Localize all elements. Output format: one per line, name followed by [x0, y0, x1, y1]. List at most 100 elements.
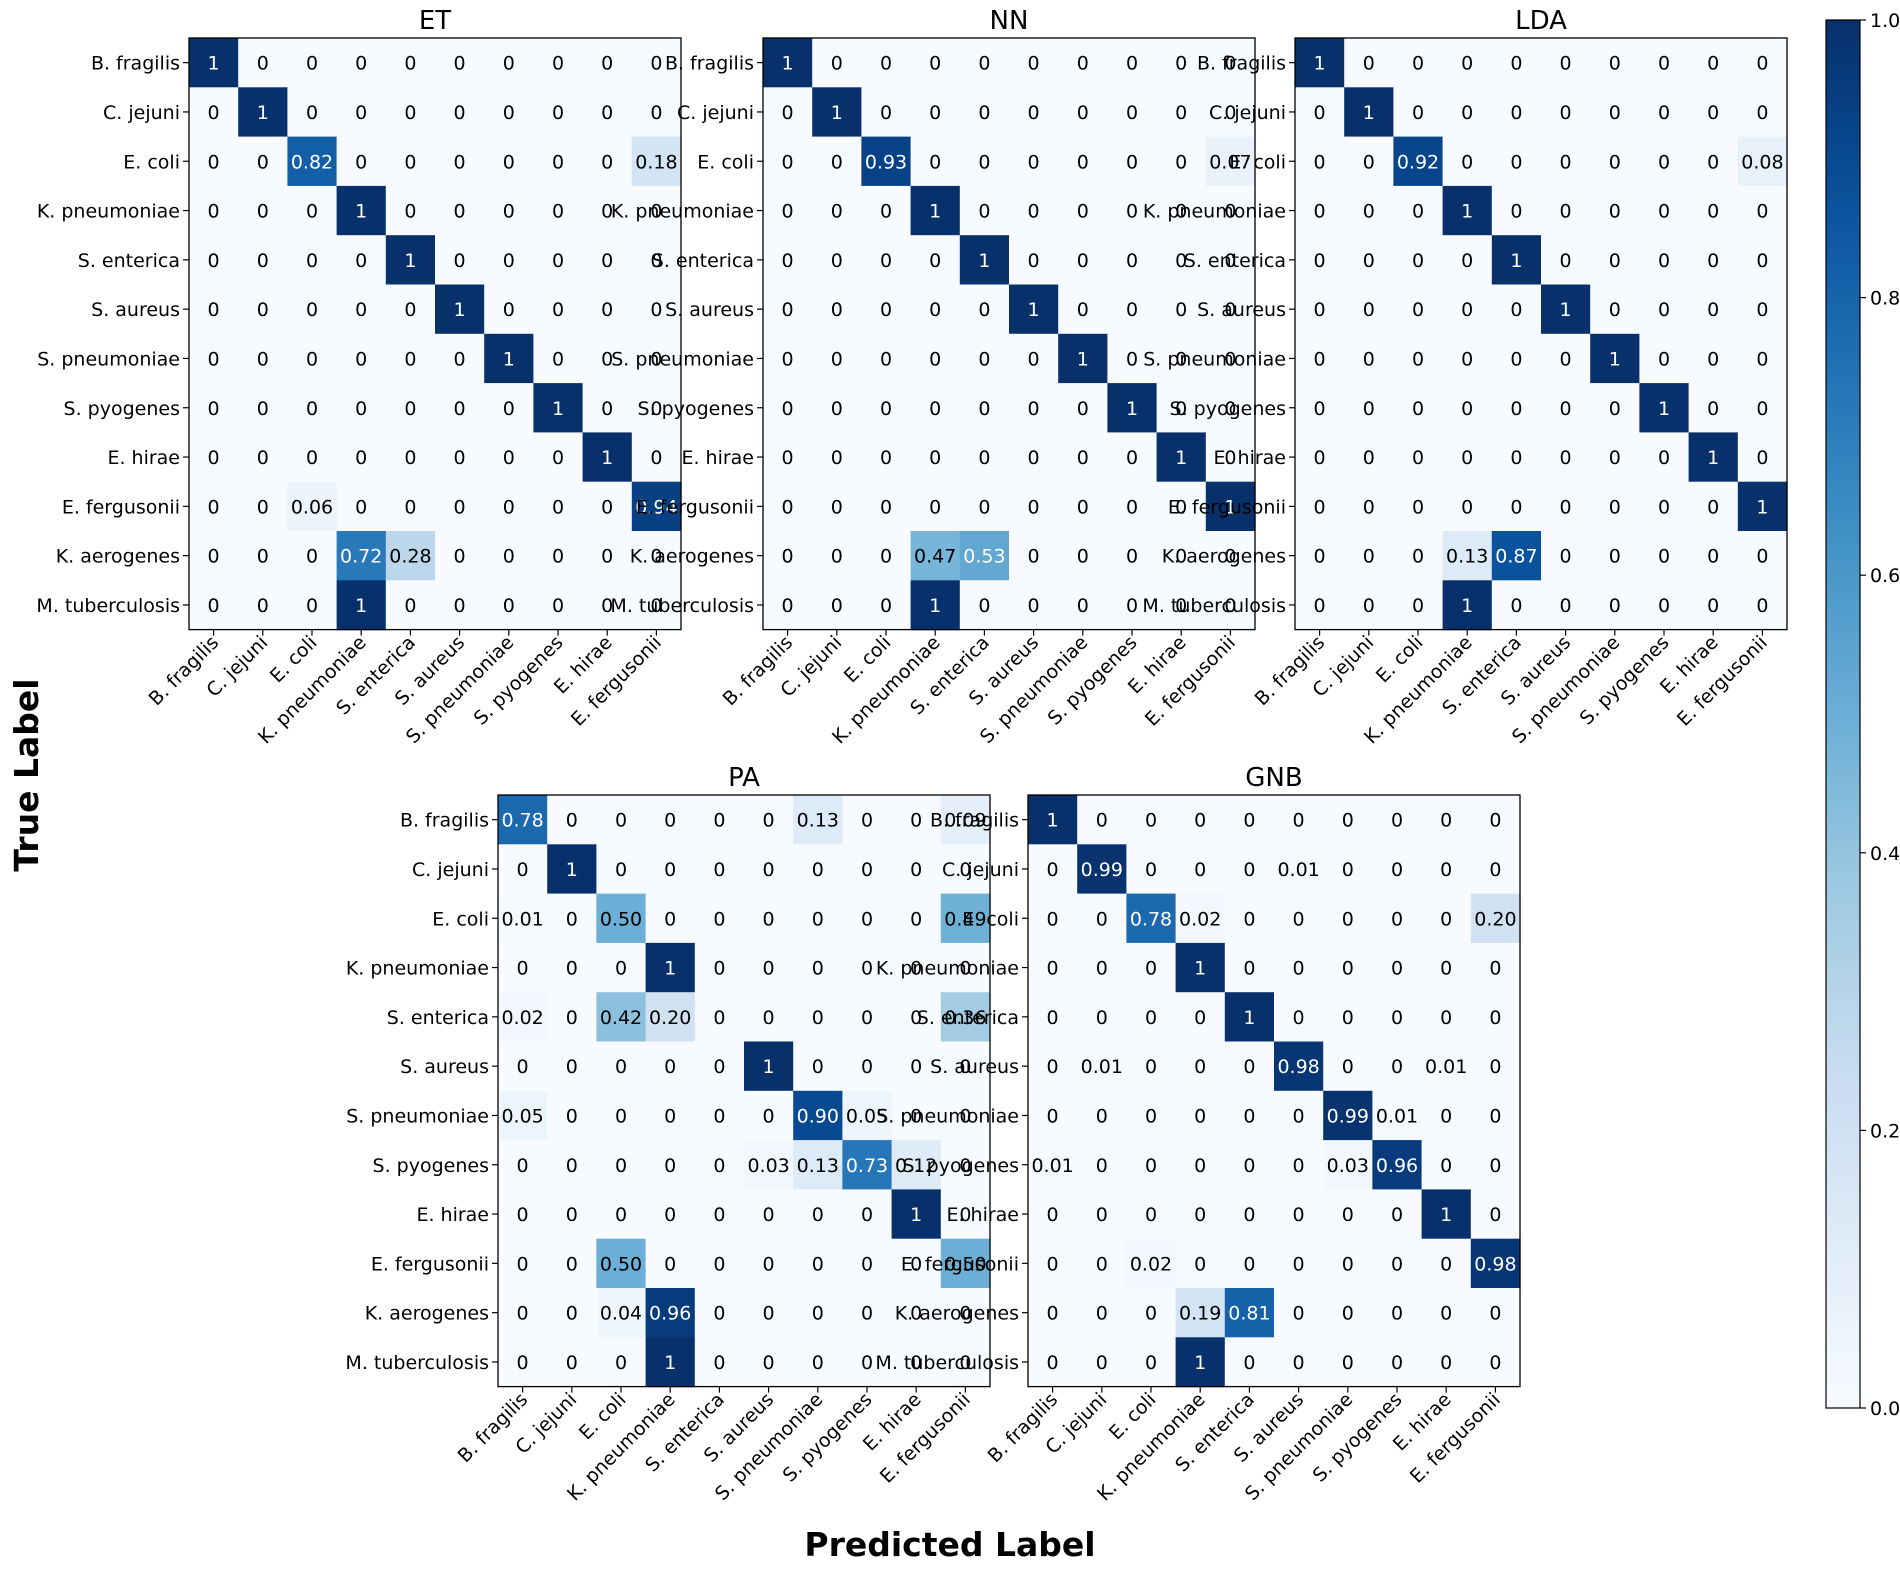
cell-value: 0	[1560, 250, 1572, 272]
cell-value: 0	[664, 1204, 676, 1226]
heatmap-cell	[385, 136, 436, 187]
cell-value: 0	[1412, 398, 1424, 420]
cell-value: 0	[1412, 447, 1424, 469]
panel-title: ET	[419, 6, 451, 36]
heatmap-cell	[812, 383, 862, 433]
panel-title: PA	[728, 763, 760, 793]
heatmap-cell	[842, 893, 893, 944]
cell-value: 0	[1145, 1007, 1157, 1029]
cell-value: 0	[306, 348, 318, 370]
heatmap-cell	[1737, 284, 1788, 335]
cell-value: 0.90	[797, 1105, 839, 1127]
heatmap-cell	[547, 1189, 597, 1240]
cell-value: 0	[404, 496, 416, 518]
cell-value: 0	[1560, 447, 1572, 469]
y-tick-label: E. fergusonii	[371, 1253, 489, 1275]
heatmap-cell	[1737, 87, 1788, 138]
y-tick-label: K. pneumoniae	[1143, 201, 1286, 223]
heatmap-cell	[1372, 1140, 1423, 1190]
heatmap-cell	[1126, 1090, 1177, 1141]
heatmap-cell	[435, 333, 485, 384]
cell-value: 0	[355, 102, 367, 124]
cell-value: 0	[1461, 151, 1473, 173]
heatmap-cell	[1175, 942, 1226, 993]
heatmap-cell	[812, 185, 862, 236]
cell-value: 0	[1175, 348, 1187, 370]
heatmap-cell	[189, 531, 239, 581]
heatmap-cell	[631, 383, 682, 433]
heatmap-cell	[1372, 1041, 1423, 1092]
panel-frame	[188, 37, 682, 631]
heatmap-cell	[1058, 136, 1108, 187]
heatmap-cell	[1737, 136, 1788, 187]
cell-value: 0	[812, 1056, 824, 1078]
heatmap-cell	[596, 844, 647, 895]
heatmap-cell	[631, 87, 682, 138]
heatmap-cell	[547, 942, 597, 993]
cell-value: 0	[601, 398, 613, 420]
cell-value: 0	[566, 1253, 578, 1275]
heatmap-cell	[694, 1189, 745, 1240]
cell-value: 0	[552, 53, 564, 75]
cell-value: 0	[1658, 595, 1670, 617]
cell-value: 1	[257, 102, 269, 124]
heatmap-cell	[812, 87, 862, 138]
heatmap-cell	[1107, 333, 1158, 384]
cell-value: 0	[812, 1204, 824, 1226]
cell-value: 0	[1363, 250, 1375, 272]
cell-value: 0	[517, 1352, 529, 1374]
heatmap-cell	[385, 580, 436, 631]
cell-value: 0	[959, 958, 971, 980]
cell-value: 0	[1391, 908, 1403, 930]
cell-value: 0.82	[291, 151, 333, 173]
heatmap-cell	[1737, 432, 1788, 483]
y-tick-label: S. pyogenes	[903, 1155, 1019, 1177]
heatmap-cell	[1541, 481, 1591, 532]
cell-value: 0	[454, 447, 466, 469]
heatmap-cell	[1107, 185, 1158, 236]
heatmap-cell	[1541, 383, 1591, 433]
heatmap-cell	[1126, 992, 1177, 1043]
cell-value: 0	[1489, 859, 1501, 881]
cell-value: 0	[1510, 151, 1522, 173]
cell-value: 0	[566, 1155, 578, 1177]
heatmap-cell	[645, 942, 696, 993]
heatmap-cell	[238, 38, 288, 88]
heatmap-cell	[1323, 942, 1373, 993]
heatmap-cell	[1028, 1090, 1078, 1141]
heatmap-cell	[645, 893, 696, 944]
heatmap-cell	[631, 432, 682, 483]
y-tick-label: E. coli	[1229, 151, 1286, 173]
y-tick-label: B. fragilis	[665, 53, 754, 75]
heatmap-cell	[498, 795, 548, 845]
heatmap-cell	[1737, 333, 1788, 384]
heatmap-cell	[1107, 432, 1158, 483]
cell-value: 0	[1461, 299, 1473, 321]
heatmap-cell	[238, 531, 288, 581]
heatmap-cell	[1491, 333, 1542, 384]
heatmap-cell	[1541, 432, 1591, 483]
cell-value: 0	[1560, 201, 1572, 223]
cell-value: 0	[257, 348, 269, 370]
cell-value: 0.87	[1495, 546, 1537, 568]
cell-value: 0	[306, 398, 318, 420]
cell-value: 0	[601, 53, 613, 75]
cell-value: 0	[782, 102, 794, 124]
heatmap-cell	[1077, 844, 1127, 895]
cell-value: 0	[1047, 1056, 1059, 1078]
heatmap-cell	[842, 1041, 893, 1092]
cell-value: 0	[831, 53, 843, 75]
cell-value: 0	[454, 151, 466, 173]
cell-value: 0	[454, 595, 466, 617]
cell-value: 0	[1440, 1007, 1452, 1029]
heatmap-cell	[645, 1041, 696, 1092]
cell-value: 0	[910, 958, 922, 980]
heatmap-cell	[596, 1090, 647, 1141]
heatmap-cell	[1224, 1140, 1275, 1190]
x-tick-label: B. fragilis	[719, 632, 798, 711]
heatmap-cell	[1224, 1189, 1275, 1240]
cell-value: 0	[959, 1303, 971, 1325]
heatmap-cell	[498, 893, 548, 944]
heatmap-cell	[1470, 1041, 1521, 1092]
heatmap-cell	[1323, 1238, 1373, 1289]
